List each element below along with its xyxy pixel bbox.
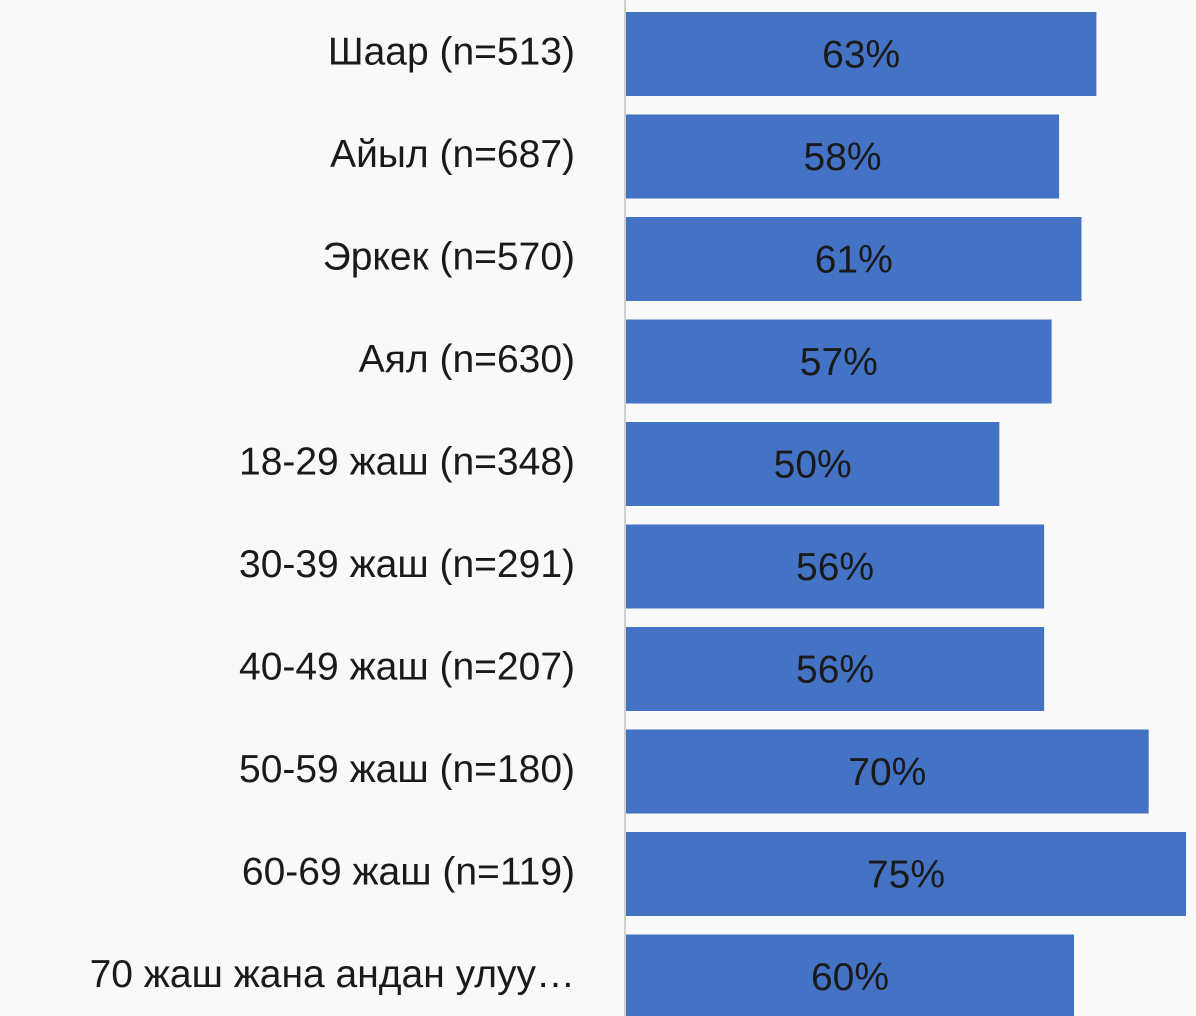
- category-label: 50-59 жаш (n=180): [239, 748, 575, 791]
- value-label: 57%: [800, 341, 878, 384]
- category-label: Айыл (n=687): [330, 133, 575, 176]
- value-label: 50%: [774, 443, 852, 486]
- bar: [626, 422, 1000, 506]
- bar: [626, 319, 1052, 404]
- value-label: 58%: [804, 136, 882, 179]
- bar: [626, 12, 1097, 96]
- bar: [626, 934, 1074, 1016]
- bar: [626, 832, 1186, 916]
- category-label: 18-29 жаш (n=348): [239, 440, 575, 483]
- bar: [626, 729, 1149, 814]
- category-label: Шаар (n=513): [328, 30, 575, 73]
- bar: [626, 217, 1082, 301]
- category-label: 70 жаш жана андан улуу…: [90, 953, 575, 996]
- value-label: 56%: [796, 546, 874, 589]
- category-label: Эркек (n=570): [323, 235, 575, 278]
- value-label: 61%: [815, 238, 893, 281]
- value-label: 75%: [867, 853, 945, 896]
- bar: [626, 114, 1060, 199]
- category-label: 60-69 жаш (n=119): [242, 850, 575, 893]
- bar: [626, 627, 1045, 711]
- bar: [626, 524, 1045, 609]
- category-label: 30-39 жаш (n=291): [239, 543, 575, 586]
- category-label: 40-49 жаш (n=207): [239, 645, 575, 688]
- value-label: 70%: [848, 751, 926, 794]
- value-label: 60%: [811, 956, 889, 999]
- value-label: 63%: [822, 33, 900, 76]
- category-label: Аял (n=630): [359, 338, 575, 381]
- value-label: 56%: [796, 648, 874, 691]
